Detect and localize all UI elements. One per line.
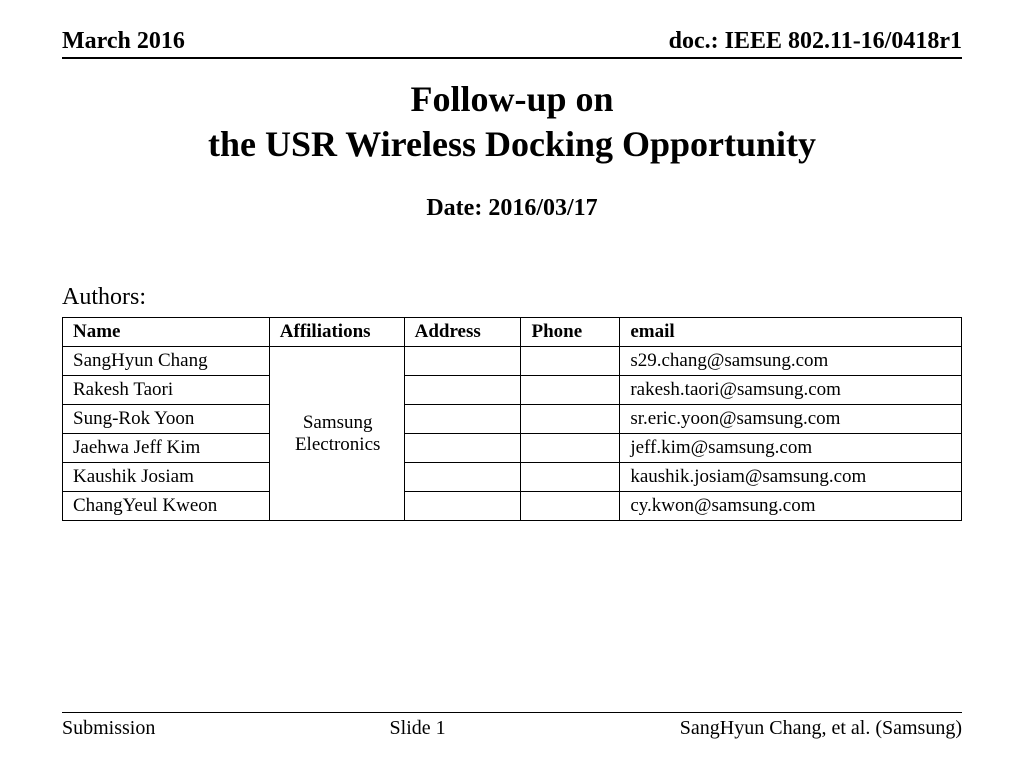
table-row: Kaushik Josiam kaushik.josiam@samsung.co… (63, 463, 962, 492)
col-address: Address (404, 318, 521, 347)
cell-phone (521, 405, 620, 434)
header-doc-id: doc.: IEEE 802.11-16/0418r1 (669, 28, 962, 55)
table-row: Rakesh Taori rakesh.taori@samsung.com (63, 376, 962, 405)
cell-email: rakesh.taori@samsung.com (620, 376, 962, 405)
col-name: Name (63, 318, 270, 347)
title-line-1: Follow-up on (62, 77, 962, 122)
col-phone: Phone (521, 318, 620, 347)
cell-phone (521, 492, 620, 521)
cell-name: SangHyun Chang (63, 347, 270, 376)
header: March 2016 doc.: IEEE 802.11-16/0418r1 (62, 28, 962, 59)
footer-row: Submission Slide 1 SangHyun Chang, et al… (62, 717, 962, 740)
table-row: ChangYeul Kweon cy.kwon@samsung.com (63, 492, 962, 521)
table-row: SangHyun Chang Samsung Electronics s29.c… (63, 347, 962, 376)
footer-rule (62, 712, 962, 713)
cell-phone (521, 347, 620, 376)
col-email: email (620, 318, 962, 347)
cell-address (404, 376, 521, 405)
cell-phone (521, 463, 620, 492)
cell-affiliation: Samsung Electronics (269, 347, 404, 521)
cell-email: sr.eric.yoon@samsung.com (620, 405, 962, 434)
cell-phone (521, 376, 620, 405)
authors-label: Authors: (62, 284, 962, 311)
cell-name: Sung-Rok Yoon (63, 405, 270, 434)
cell-name: ChangYeul Kweon (63, 492, 270, 521)
col-affiliations: Affiliations (269, 318, 404, 347)
cell-address (404, 492, 521, 521)
cell-email: s29.chang@samsung.com (620, 347, 962, 376)
slide-page: March 2016 doc.: IEEE 802.11-16/0418r1 F… (62, 28, 962, 740)
date-line: Date: 2016/03/17 (62, 195, 962, 222)
title-block: Follow-up on the USR Wireless Docking Op… (62, 77, 962, 222)
header-date: March 2016 (62, 28, 185, 55)
title-line-2: the USR Wireless Docking Opportunity (62, 122, 962, 167)
cell-email: jeff.kim@samsung.com (620, 434, 962, 463)
cell-name: Kaushik Josiam (63, 463, 270, 492)
footer: Submission Slide 1 SangHyun Chang, et al… (62, 712, 962, 740)
cell-address (404, 434, 521, 463)
table-header-row: Name Affiliations Address Phone email (63, 318, 962, 347)
table-row: Sung-Rok Yoon sr.eric.yoon@samsung.com (63, 405, 962, 434)
footer-right: SangHyun Chang, et al. (Samsung) (680, 717, 962, 740)
cell-address (404, 347, 521, 376)
cell-email: kaushik.josiam@samsung.com (620, 463, 962, 492)
cell-address (404, 463, 521, 492)
cell-phone (521, 434, 620, 463)
cell-name: Rakesh Taori (63, 376, 270, 405)
table-row: Jaehwa Jeff Kim jeff.kim@samsung.com (63, 434, 962, 463)
footer-center: Slide 1 (390, 717, 446, 740)
footer-left: Submission (62, 717, 155, 740)
authors-table: Name Affiliations Address Phone email Sa… (62, 317, 962, 521)
cell-email: cy.kwon@samsung.com (620, 492, 962, 521)
cell-address (404, 405, 521, 434)
cell-name: Jaehwa Jeff Kim (63, 434, 270, 463)
